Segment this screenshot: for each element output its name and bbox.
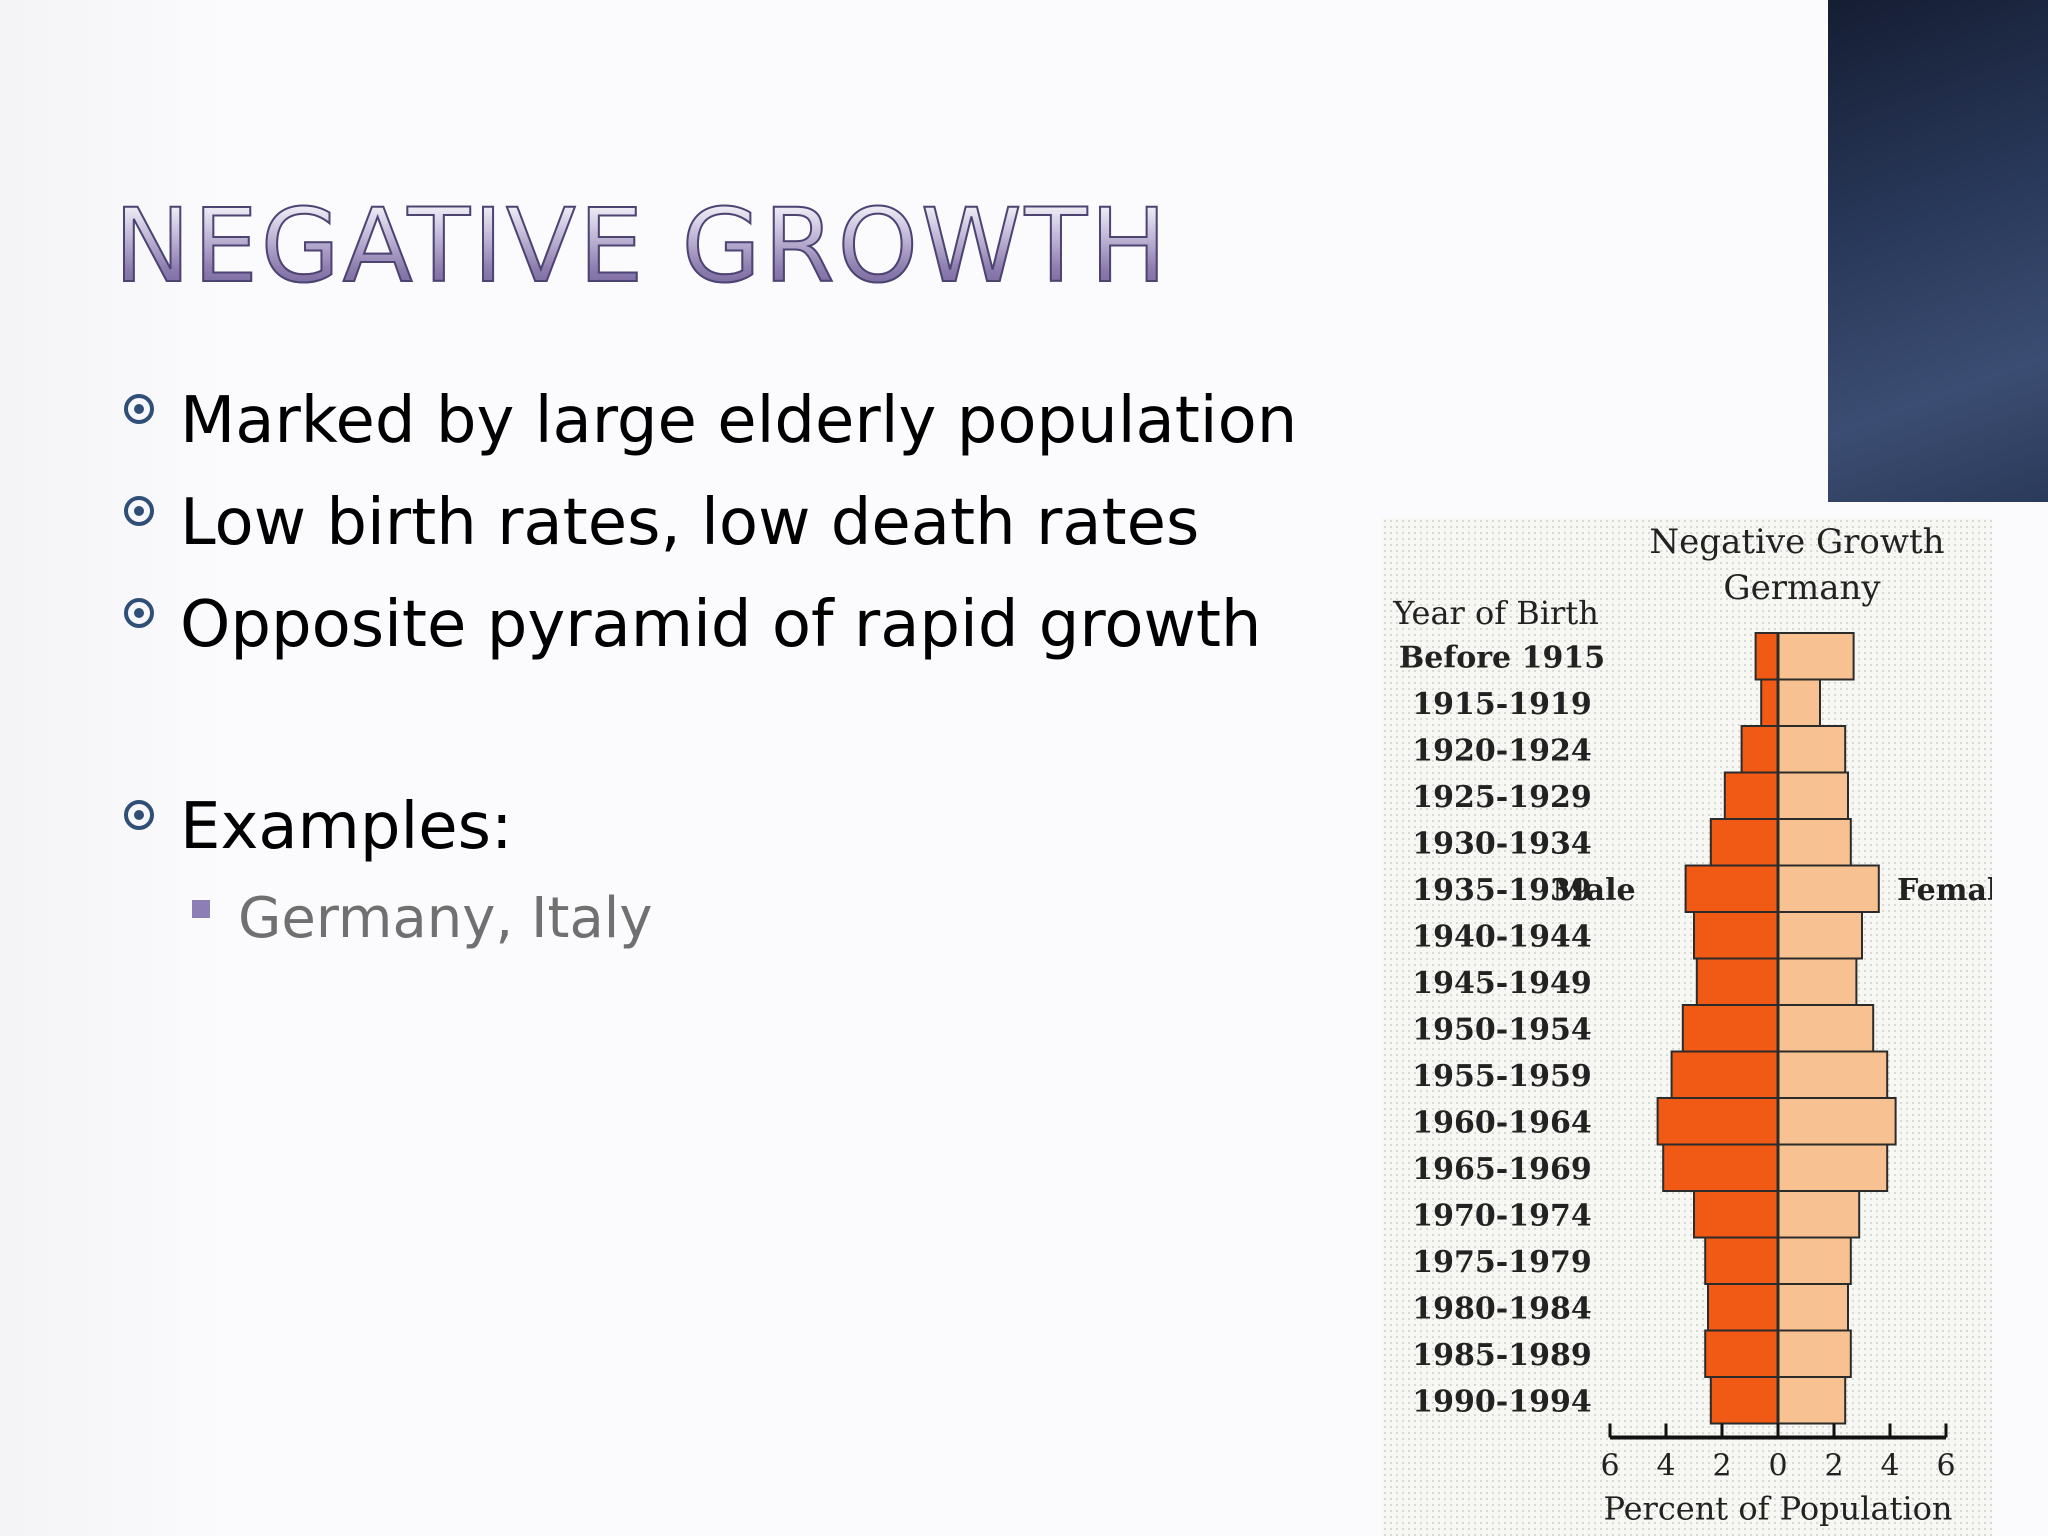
bullet-item: Opposite pyramid of rapid growth <box>124 574 1297 676</box>
female-label: Female <box>1897 873 1992 908</box>
female-bar <box>1777 1236 1852 1285</box>
circle-bullet-icon <box>124 800 154 830</box>
category-label: 1980-1984 <box>1412 1291 1591 1326</box>
male-bar <box>1662 1143 1780 1192</box>
x-tick-label: 6 <box>1600 1449 1619 1484</box>
category-label: 1940-1944 <box>1412 919 1591 954</box>
y-axis-label: Year of Birth <box>1392 594 1599 632</box>
slide-title: NEGATIVE GROWTH <box>113 187 1170 306</box>
female-bar <box>1777 771 1849 820</box>
x-tick-label: 2 <box>1824 1449 1843 1484</box>
sub-bullet-text: Germany, Italy <box>238 886 653 951</box>
male-bar <box>1709 1376 1779 1425</box>
population-pyramid-chart: Before 1915 1915-1919 1920-1924 1925-1929 19… <box>1382 518 1992 1536</box>
male-bar <box>1695 957 1779 1006</box>
bullet-text: Marked by large elderly population <box>180 384 1298 458</box>
female-bar <box>1777 1190 1861 1239</box>
circle-bullet-icon <box>124 496 154 526</box>
category-label: 1915-1919 <box>1412 687 1591 722</box>
category-label: 1955-1959 <box>1412 1059 1591 1094</box>
female-bar <box>1777 1004 1875 1053</box>
female-bar <box>1777 1097 1897 1146</box>
male-bar <box>1693 911 1779 960</box>
square-bullet-icon <box>192 899 210 918</box>
female-bar <box>1777 1376 1847 1425</box>
male-bar <box>1656 1097 1780 1146</box>
bullet-text: Opposite pyramid of rapid growth <box>180 588 1262 662</box>
male-bar <box>1709 818 1779 867</box>
x-tick-label: 4 <box>1880 1449 1899 1484</box>
female-bar <box>1777 725 1847 774</box>
category-label: 1945-1949 <box>1412 966 1591 1001</box>
female-bar <box>1777 1143 1889 1192</box>
female-bar <box>1777 818 1852 867</box>
category-label: 1950-1954 <box>1412 1012 1591 1047</box>
decorative-dark-panel <box>1828 0 2048 502</box>
x-axis-label: Percent of Population <box>1604 1490 1953 1528</box>
female-bar <box>1777 864 1880 913</box>
male-bar <box>1670 1050 1780 1099</box>
female-bar <box>1777 1050 1889 1099</box>
category-label: 1930-1934 <box>1412 826 1591 861</box>
male-bar <box>1740 725 1780 774</box>
male-bar <box>1704 1329 1780 1378</box>
female-bar <box>1777 911 1863 960</box>
category-label: 1920-1924 <box>1412 733 1591 768</box>
male-bar <box>1684 864 1780 913</box>
pyramid-svg: Before 1915 1915-1919 1920-1924 1925-1929 19… <box>1392 522 1992 1528</box>
background-shade <box>0 0 230 1536</box>
male-bar <box>1760 678 1780 727</box>
male-bar <box>1693 1190 1779 1239</box>
chart-subtitle: Germany <box>1723 568 1881 608</box>
chart-title: Negative Growth <box>1649 522 1944 562</box>
x-tick-label: 6 <box>1936 1449 1955 1484</box>
category-label: Before 1915 <box>1399 640 1605 675</box>
male-bar <box>1704 1236 1780 1285</box>
bullet-text: Examples: <box>180 790 513 864</box>
bullet-spacer <box>124 676 1297 776</box>
bullet-item: Examples: <box>124 776 1297 878</box>
female-bar <box>1777 1329 1852 1378</box>
female-bar <box>1777 957 1858 1006</box>
category-label: 1925-1929 <box>1412 780 1591 815</box>
x-tick-label: 2 <box>1712 1449 1731 1484</box>
category-label: 1975-1979 <box>1412 1245 1591 1280</box>
bullet-text: Low birth rates, low death rates <box>180 486 1200 560</box>
x-tick-label: 4 <box>1656 1449 1675 1484</box>
male-bar <box>1723 771 1779 820</box>
sub-bullet-item: Germany, Italy <box>192 886 652 951</box>
circle-bullet-icon <box>124 394 154 424</box>
male-bar <box>1707 1283 1779 1332</box>
category-label: 1990-1994 <box>1412 1384 1591 1419</box>
category-label: 1935-1939 <box>1412 873 1591 908</box>
male-label: Male <box>1552 873 1635 908</box>
female-bar <box>1777 632 1855 681</box>
bullet-item: Marked by large elderly population <box>124 370 1297 472</box>
female-bar <box>1777 1283 1849 1332</box>
bullet-list: Marked by large elderly population Low b… <box>124 370 1297 878</box>
category-label: 1985-1989 <box>1412 1338 1591 1373</box>
female-bar <box>1777 678 1821 727</box>
male-bar <box>1754 632 1780 681</box>
category-label: 1965-1969 <box>1412 1152 1591 1187</box>
circle-bullet-icon <box>124 598 154 628</box>
male-bar <box>1681 1004 1779 1053</box>
category-label: 1960-1964 <box>1412 1105 1591 1140</box>
x-tick-label: 0 <box>1768 1449 1787 1484</box>
category-label: 1970-1974 <box>1412 1198 1591 1233</box>
bullet-item: Low birth rates, low death rates <box>124 472 1297 574</box>
